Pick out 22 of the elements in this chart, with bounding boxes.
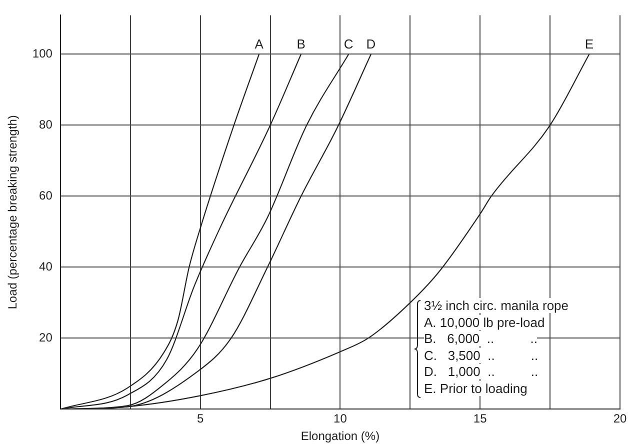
series-label: A [254,36,264,52]
series-label: D [366,36,376,52]
y-tick-label: 60 [39,188,53,203]
annotation: D. 1,000 .. .. [424,364,538,379]
x-tick-label: 5 [196,412,204,426]
y-tick-label: 40 [39,260,53,274]
series-label: C [344,36,354,52]
y-tick-label: 20 [39,330,53,345]
y-tick-label: 100 [32,46,53,61]
annotation: B. 6,000 .. .. [424,331,538,346]
y-axis-title: Load (percentage breaking strength) [6,115,20,310]
x-tick-label: 15 [473,412,488,426]
x-tick-label: 10 [334,412,348,426]
x-axis-title: Elongation (%) [300,429,380,444]
y-tick-label: 80 [39,118,53,132]
series-label: B [296,36,306,52]
series-label: E [584,36,594,52]
annotation: C. 3,500 .. .. [424,348,538,362]
annotation: A. 10,000 lb pre-load [424,314,545,330]
annotation: E. Prior to loading [424,380,528,396]
annotation: 3½ inch circ. manila rope [424,298,569,313]
x-tick-label: 20 [613,412,627,426]
